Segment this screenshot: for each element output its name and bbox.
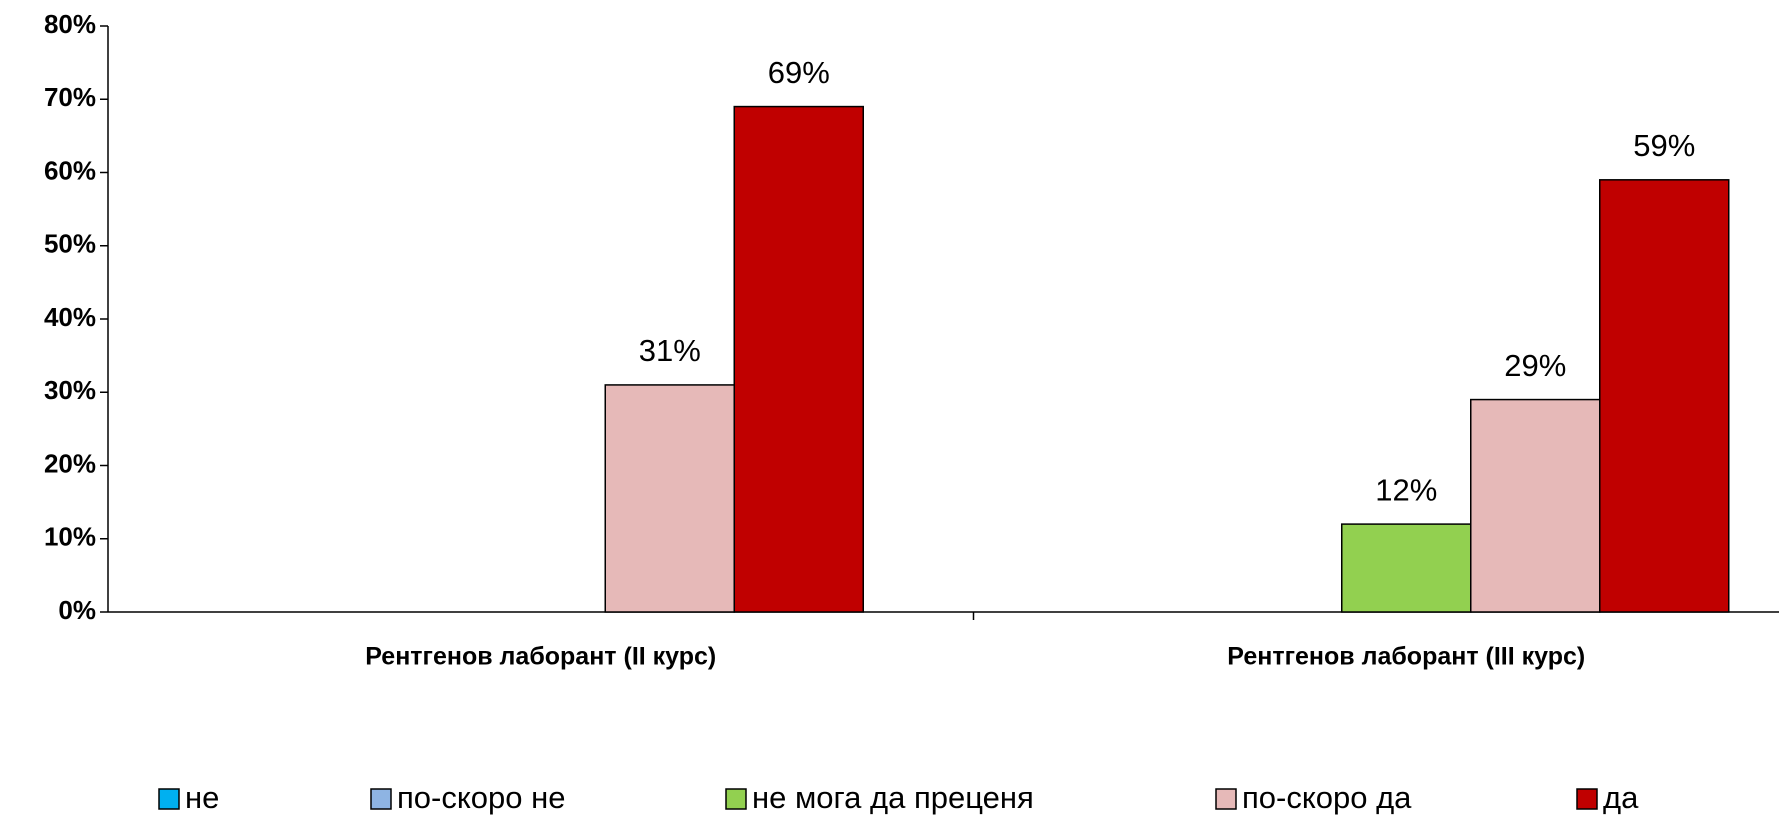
bar [733, 105, 864, 613]
legend-label: да [1603, 780, 1639, 815]
x-tick-label: Рентгенов лаборант (III курс) [1227, 643, 1585, 671]
y-tick-label: 0% [58, 595, 96, 625]
y-tick-label: 40% [44, 302, 96, 332]
legend-label: по-скоро да [1242, 780, 1412, 815]
bar [1470, 398, 1601, 613]
legend-label: не мога да преценя [752, 780, 1034, 815]
bar [604, 384, 735, 613]
value-label: 29% [1504, 348, 1566, 383]
y-tick-label: 80% [44, 9, 96, 39]
legend-swatch [158, 788, 180, 810]
legend-swatch [370, 788, 392, 810]
value-label: 69% [768, 55, 830, 90]
y-tick-label: 10% [44, 522, 96, 552]
legend-label: не [185, 780, 219, 815]
y-tick-label: 60% [44, 155, 96, 185]
y-tick-label: 70% [44, 82, 96, 112]
y-tick-label: 20% [44, 448, 96, 478]
bar [1341, 523, 1472, 613]
legend-swatch [1576, 788, 1598, 810]
value-label: 12% [1375, 472, 1437, 507]
value-label: 31% [639, 333, 701, 368]
y-tick-label: 50% [44, 229, 96, 259]
legend-swatch [725, 788, 747, 810]
legend-label: по-скоро не [397, 780, 565, 815]
legend-swatch [1215, 788, 1237, 810]
x-tick-label: Рентгенов лаборант (II курс) [365, 643, 716, 671]
y-tick-label: 30% [44, 375, 96, 405]
bar [1599, 179, 1730, 613]
value-label: 59% [1633, 128, 1695, 163]
